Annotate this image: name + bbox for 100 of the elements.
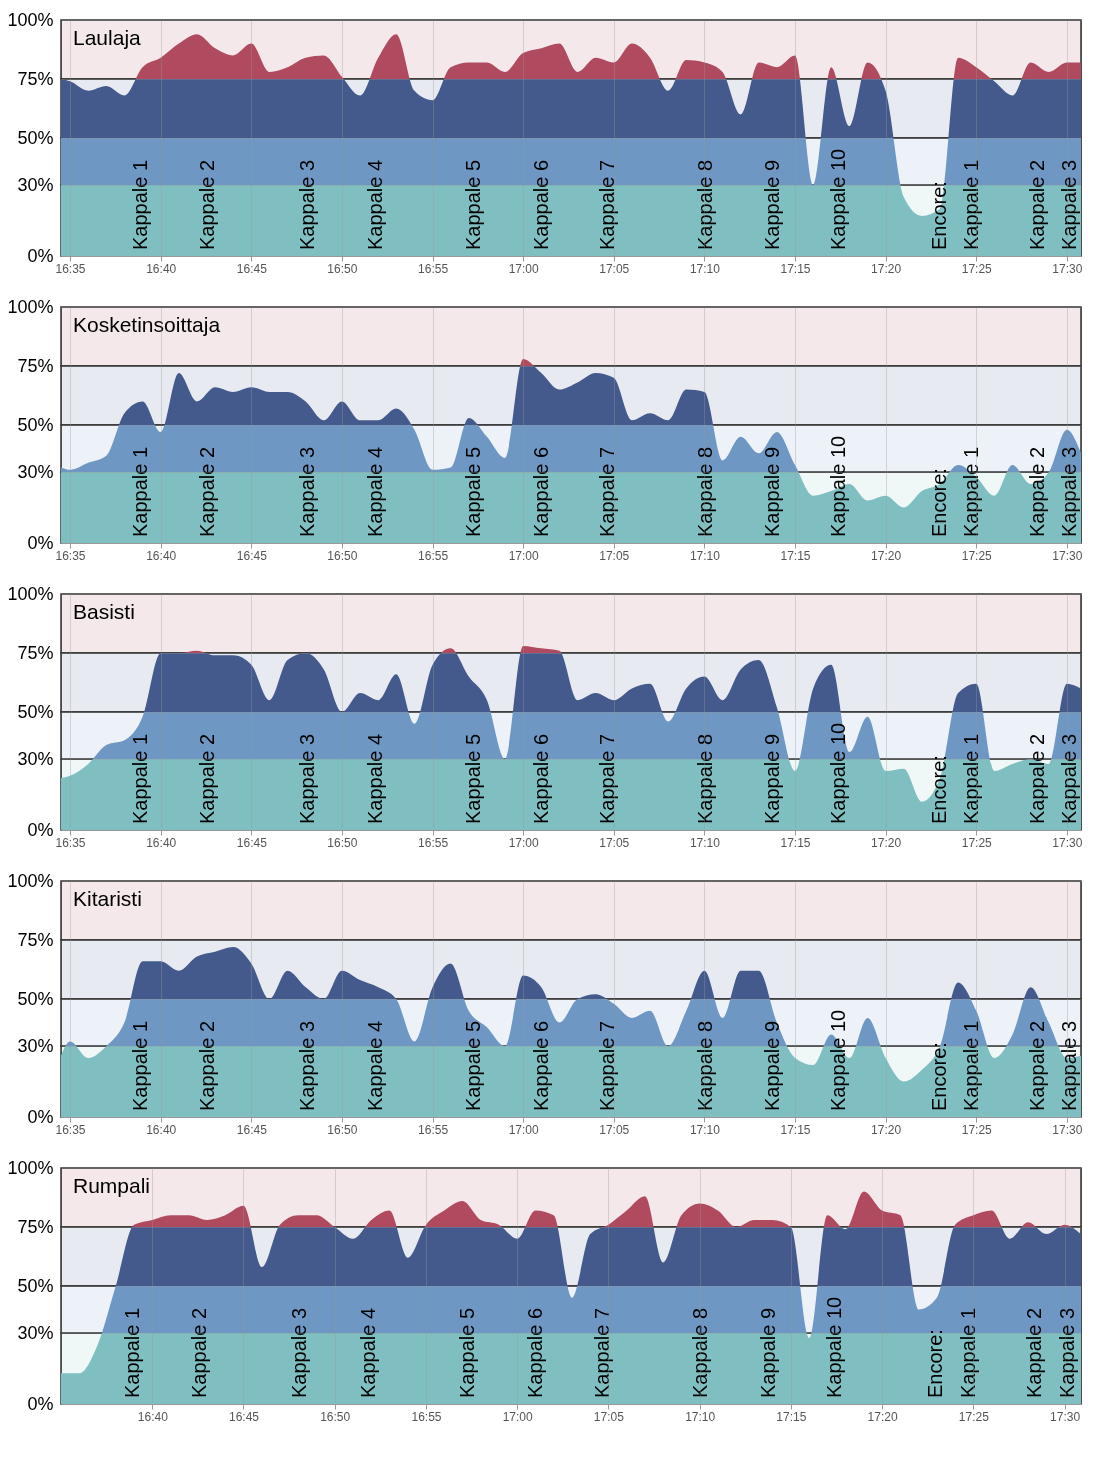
x-tick-label: 17:05	[593, 1409, 625, 1424]
annotation: Kappale 6	[529, 733, 552, 824]
y-tick-label: 0%	[27, 245, 54, 266]
x-tick-label: 17:10	[689, 835, 721, 850]
annotation: Kappale 7	[595, 446, 618, 537]
y-tick-label: 0%	[27, 819, 54, 840]
x-tick-label: 17:00	[508, 261, 539, 276]
x-tick-label: 17:25	[961, 261, 993, 276]
x-tick-label: 17:30	[1052, 261, 1083, 276]
y-tick-label: 50%	[17, 127, 54, 148]
annotation: Kappale 1	[960, 446, 983, 537]
x-tick-label: 17:10	[689, 1122, 721, 1137]
x-tick-label: 17:20	[871, 835, 902, 850]
y-tick-label: 100%	[7, 9, 54, 30]
annotation: Kappale 6	[523, 1307, 546, 1398]
x-tick-label: 16:45	[236, 835, 268, 850]
y-tick-label: 50%	[17, 701, 54, 722]
annotation: Encore:	[927, 1042, 950, 1111]
chart-title: Rumpali	[73, 1174, 151, 1197]
annotation: Kappale 2	[1025, 733, 1048, 824]
x-tick-label: 16:50	[327, 1122, 358, 1137]
annotation: Kappale 1	[960, 733, 983, 824]
annotation: Kappale 4	[364, 159, 387, 250]
x-tick-label: 16:50	[327, 835, 358, 850]
annotation: Encore:	[927, 755, 950, 824]
annotation: Kappale 2	[195, 733, 218, 824]
annotation: Kappale 6	[529, 159, 552, 250]
y-tick-label: 0%	[27, 532, 54, 553]
annotation: Kappale 3	[295, 1020, 318, 1111]
y-tick-label: 75%	[17, 642, 54, 663]
annotation: Kappale 5	[455, 1307, 478, 1398]
y-tick-label: 100%	[7, 296, 54, 317]
x-tick-label: 17:25	[958, 1409, 990, 1424]
x-tick-label: 17:20	[867, 1409, 898, 1424]
y-tick-label: 75%	[17, 68, 54, 89]
annotation: Kappale 4	[364, 1020, 387, 1111]
x-tick-label: 16:35	[55, 835, 86, 850]
x-tick-label: 16:50	[327, 261, 358, 276]
y-tick-label: 30%	[17, 1035, 54, 1056]
x-tick-label: 16:55	[418, 261, 449, 276]
y-tick-label: 100%	[7, 870, 54, 891]
x-tick-label: 17:00	[508, 835, 539, 850]
chart-title: Basisti	[73, 600, 135, 623]
annotation: Kappale 3	[1058, 733, 1081, 824]
x-tick-label: 17:30	[1052, 548, 1083, 563]
x-tick-label: 17:30	[1052, 1122, 1083, 1137]
x-tick-label: 17:10	[689, 261, 721, 276]
x-tick-label: 16:40	[146, 835, 177, 850]
x-tick-label: 16:45	[236, 261, 268, 276]
annotation: Kappale 1	[960, 1020, 983, 1111]
chart-title: Laulaja	[73, 26, 142, 49]
annotation: Kappale 1	[129, 446, 152, 537]
annotation: Kappale 4	[364, 446, 387, 537]
annotation: Kappale 3	[295, 159, 318, 250]
x-tick-label: 17:05	[599, 548, 630, 563]
annotation: Kappale 3	[1058, 1020, 1081, 1111]
x-tick-label: 17:00	[508, 548, 539, 563]
y-tick-label: 30%	[17, 461, 54, 482]
y-tick-label: 100%	[7, 583, 54, 604]
y-tick-label: 30%	[17, 174, 54, 195]
annotation: Kappale 1	[957, 1307, 980, 1398]
y-tick-label: 75%	[17, 929, 54, 950]
annotation: Kappale 3	[295, 446, 318, 537]
x-tick-label: 17:05	[599, 1122, 630, 1137]
x-tick-label: 17:15	[780, 835, 811, 850]
annotation: Kappale 9	[756, 1307, 779, 1398]
x-tick-label: 16:40	[137, 1409, 169, 1424]
x-tick-label: 16:45	[236, 1122, 268, 1137]
y-tick-label: 0%	[27, 1393, 54, 1414]
annotation: Encore:	[927, 181, 950, 250]
x-tick-label: 16:35	[55, 261, 86, 276]
x-tick-label: 17:25	[961, 548, 993, 563]
annotation: Kappale 5	[462, 446, 485, 537]
x-tick-label: 17:25	[961, 835, 993, 850]
x-tick-label: 17:15	[776, 1409, 807, 1424]
x-tick-label: 16:35	[55, 548, 86, 563]
annotation: Kappale 5	[462, 1020, 485, 1111]
annotation: Kappale 2	[1025, 1020, 1048, 1111]
y-tick-label: 50%	[17, 1275, 54, 1296]
x-tick-label: 16:55	[418, 835, 449, 850]
x-tick-label: 16:35	[55, 1122, 86, 1137]
chart-title: Kitaristi	[73, 887, 142, 910]
annotation: Kappale 3	[1058, 446, 1081, 537]
x-tick-label: 17:20	[871, 1122, 902, 1137]
annotation: Kappale 6	[529, 1020, 552, 1111]
annotation: Kappale 10	[826, 1009, 849, 1111]
y-tick-label: 50%	[17, 988, 54, 1009]
x-tick-label: 16:50	[327, 548, 358, 563]
x-tick-label: 16:40	[146, 1122, 177, 1137]
annotation: Kappale 2	[1025, 159, 1048, 250]
x-tick-label: 17:05	[599, 835, 630, 850]
x-tick-label: 16:50	[320, 1409, 351, 1424]
annotation: Kappale 3	[295, 733, 318, 824]
x-tick-label: 17:00	[502, 1409, 534, 1424]
annotation: Kappale 9	[761, 159, 784, 250]
y-tick-label: 50%	[17, 414, 54, 435]
annotation: Kappale 9	[761, 733, 784, 824]
y-tick-label: 0%	[27, 1106, 54, 1127]
x-tick-label: 17:20	[871, 548, 902, 563]
chart-title: Kosketinsoittaja	[73, 313, 221, 336]
